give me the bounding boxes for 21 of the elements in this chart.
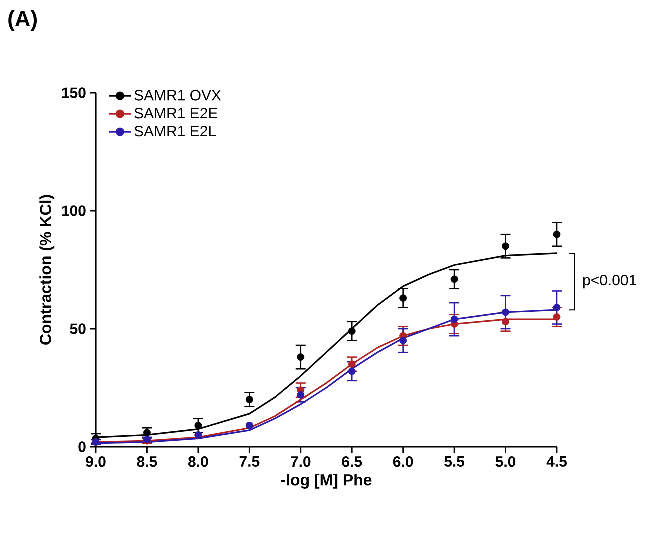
y-tick-label: 0 [78, 442, 86, 452]
y-tick-label: 100 [62, 206, 86, 216]
text: p<0.001 [583, 274, 636, 289]
legend-label: SAMR1 E2L [134, 126, 216, 137]
x-tick-label: 7.0 [291, 456, 311, 468]
x-tick-label: 9.0 [86, 456, 106, 468]
x-tick-label: 4.5 [546, 456, 567, 467]
chart-title: (A) [8, 10, 37, 32]
x-tick-label: 6.5 [342, 456, 362, 468]
y-tick-label: 150 [62, 88, 86, 98]
legend-label: SAMR1 OVX [134, 90, 222, 101]
y-tick-label: 50 [70, 324, 86, 334]
x-tick-label: 5.0 [496, 456, 516, 468]
x-tick-label: 8.5 [137, 456, 158, 468]
x-tick-label: 8.0 [188, 456, 208, 468]
legend-label: SAMR1 E2E [134, 108, 218, 119]
y-axis-title: Contraction (% KCl) [40, 195, 55, 345]
x-tick-label: 7.5 [240, 456, 260, 467]
x-tick-label: 5.5 [444, 456, 465, 467]
x-axis-title: -log [M] Phe [281, 474, 372, 489]
x-tick-label: 6.0 [393, 456, 414, 468]
